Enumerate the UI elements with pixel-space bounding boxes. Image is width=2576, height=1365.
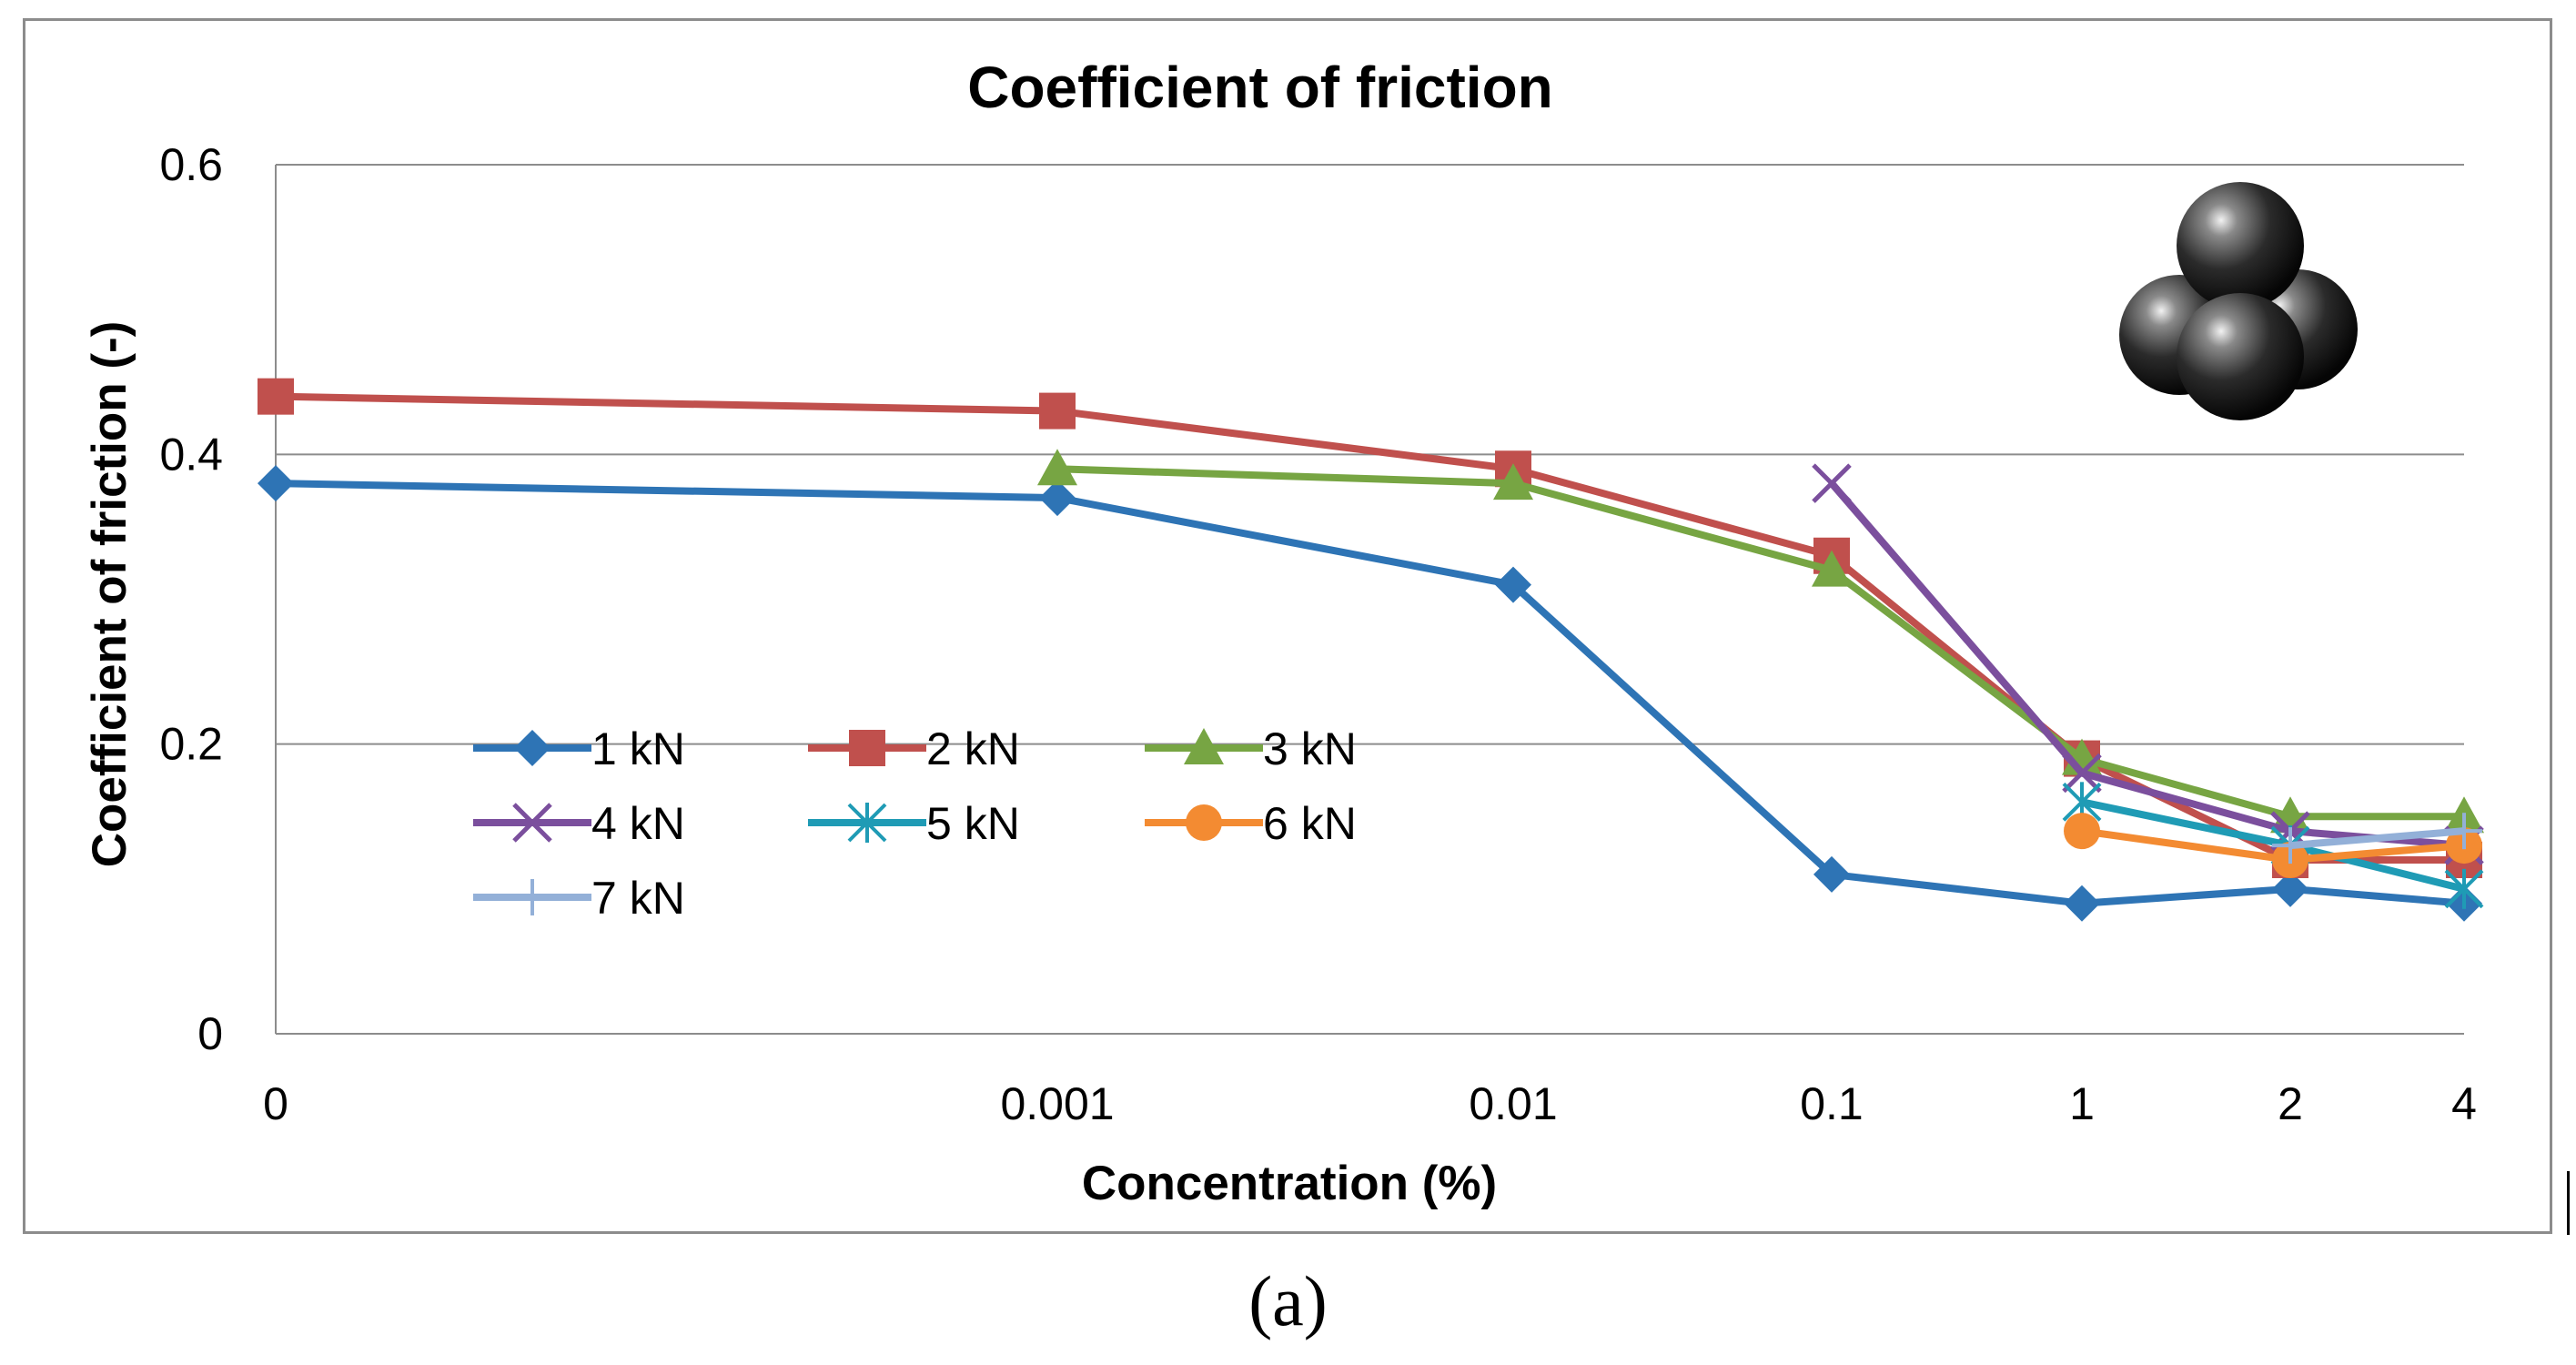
- legend-label: 7 kN: [591, 873, 685, 924]
- y-tick-label: 0.4: [159, 429, 223, 480]
- series-layer: [258, 378, 2484, 922]
- series-1-kn: [258, 465, 2482, 922]
- legend-marker: [514, 879, 551, 915]
- legend-marker: [512, 803, 552, 843]
- series-line: [1056, 465, 2464, 821]
- grid-layer: [276, 164, 2464, 745]
- data-point: [1495, 566, 1531, 603]
- legend-marker: [847, 803, 887, 843]
- data-point: [2064, 813, 2100, 850]
- legend-entry: 7 kN: [473, 873, 685, 924]
- data-point: [1493, 463, 1533, 500]
- legend-entry: 5 kN: [808, 798, 1020, 849]
- legend: 1 kN 2 kN 3 kN 4 kN 5 kN 6 kN 7 kN: [473, 723, 1357, 924]
- legend-entry: 3 kN: [1145, 723, 1357, 774]
- legend-label: 2 kN: [926, 723, 1020, 774]
- x-axis-label: Concentration (%): [1082, 1157, 1497, 1210]
- data-point: [1039, 480, 1076, 517]
- data-point: [2064, 885, 2100, 922]
- data-point: [258, 465, 294, 502]
- x-tick-label: 4: [2451, 1078, 2477, 1129]
- figure-caption: (a): [1248, 1261, 1328, 1340]
- data-point: [2272, 827, 2308, 864]
- x-tick-label: 2: [2278, 1078, 2303, 1129]
- y-tick-label: 0.2: [159, 719, 223, 770]
- y-tick-label: 0.6: [159, 139, 223, 190]
- chart-title: Coefficient of friction: [967, 55, 1553, 120]
- x-tick-label: 0.01: [1469, 1078, 1557, 1129]
- legend-marker: [849, 730, 885, 766]
- series-line: [1828, 480, 2465, 850]
- legend-label: 5 kN: [926, 798, 1020, 849]
- data-point: [2272, 870, 2308, 907]
- data-point: [1039, 392, 1076, 430]
- legend-entry: 6 kN: [1145, 798, 1357, 849]
- legend-marker: [514, 730, 551, 766]
- frame-edge-mark: [2567, 1171, 2570, 1235]
- data-point: [2062, 753, 2102, 794]
- series-7-kn: [2272, 813, 2482, 864]
- legend-label: 4 kN: [591, 798, 685, 849]
- legend-label: 6 kN: [1263, 798, 1357, 849]
- data-point: [2444, 868, 2484, 909]
- x-tick-label: 0: [263, 1078, 288, 1129]
- legend-marker: [1184, 728, 1224, 764]
- y-axis-label: Coefficient of friction (-): [83, 321, 136, 868]
- data-point: [2446, 813, 2482, 850]
- chart-frame: [23, 18, 2552, 1234]
- series-4-kn: [1812, 463, 2484, 865]
- x-tick-label: 0.001: [1000, 1078, 1114, 1129]
- data-point: [1812, 463, 1852, 503]
- legend-entry: 4 kN: [473, 798, 685, 849]
- x-tick-label: 1: [2069, 1078, 2095, 1129]
- data-point: [258, 378, 294, 415]
- legend-marker: [1186, 804, 1222, 841]
- legend-entry: 1 kN: [473, 723, 685, 774]
- data-point: [1812, 550, 1852, 587]
- friction-line-chart: Coefficient of friction Coefficient of f…: [83, 55, 2484, 1210]
- legend-label: 1 kN: [591, 723, 685, 774]
- series-line: [2289, 827, 2465, 850]
- legend-entry: 2 kN: [808, 723, 1020, 774]
- y-tick-label: 0: [197, 1008, 223, 1059]
- data-point: [1037, 449, 1077, 486]
- series-3-kn: [1037, 449, 2484, 834]
- axis-layer: 0 0.2 0.4 0.6 0 0.001 0.01 0.1 1 2 4: [159, 139, 2476, 1129]
- legend-label: 3 kN: [1263, 723, 1357, 774]
- data-point: [1813, 855, 1850, 893]
- ball-bearings-photo: [2119, 182, 2358, 420]
- x-tick-label: 0.1: [1800, 1078, 1864, 1129]
